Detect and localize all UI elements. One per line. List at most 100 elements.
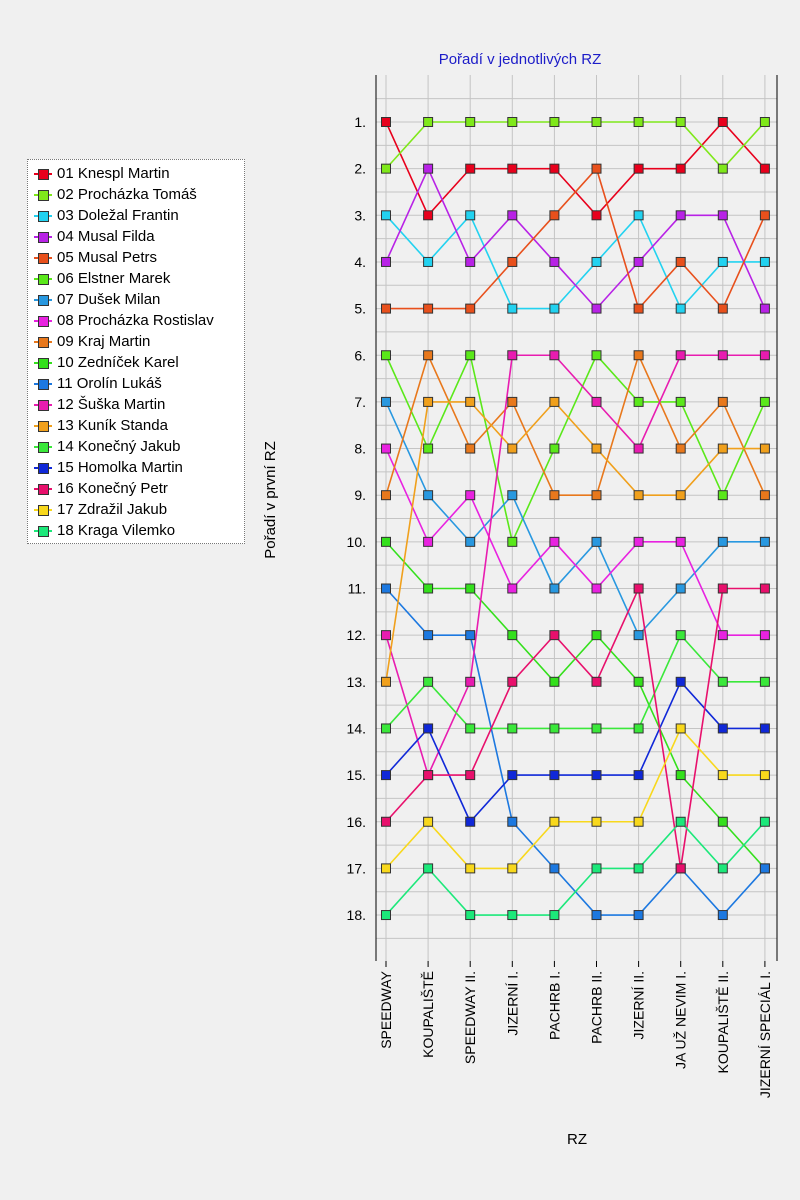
plot-area xyxy=(376,75,777,961)
legend-label: 17 Zdražil Jakub xyxy=(57,501,168,518)
series-marker xyxy=(549,676,560,687)
series-marker xyxy=(759,583,770,594)
legend-label: 04 Musal Filda xyxy=(57,228,155,245)
series-marker xyxy=(591,583,602,594)
legend-marker xyxy=(38,232,49,243)
series-marker xyxy=(507,630,518,641)
series-lines xyxy=(385,120,766,917)
legend-marker xyxy=(38,421,49,432)
y-tick-label: 5. xyxy=(354,301,366,317)
series-marker xyxy=(507,770,518,781)
legend-marker xyxy=(38,295,49,306)
y-tick-label: 11. xyxy=(348,581,366,597)
series-marker xyxy=(591,630,602,641)
series-marker xyxy=(717,210,728,221)
y-tick-label: 15. xyxy=(347,767,366,783)
series-marker xyxy=(381,256,391,267)
x-tick-label: KOUPALIŠTĚ II. xyxy=(715,971,731,1073)
series-marker xyxy=(633,117,644,127)
series-line xyxy=(385,633,765,730)
series-marker xyxy=(549,396,560,407)
legend-label: 13 Kuník Standa xyxy=(57,417,168,434)
y-tick-label: 16. xyxy=(347,814,366,830)
legend-marker xyxy=(38,190,49,201)
series-marker xyxy=(675,350,686,361)
y-tick-label: 1. xyxy=(354,114,366,130)
legend-item: 08 Procházka Rostislav xyxy=(34,309,242,329)
y-tick-label: 18. xyxy=(347,907,366,923)
x-tick-label: SPEEDWAY xyxy=(378,970,394,1048)
series-marker xyxy=(423,676,434,687)
series-marker xyxy=(591,770,602,781)
series-marker xyxy=(717,630,728,641)
series-marker xyxy=(423,816,434,827)
series-marker xyxy=(633,443,644,454)
legend-label: 11 Orolín Lukáš xyxy=(57,375,162,392)
series-marker xyxy=(423,490,434,501)
series-marker xyxy=(717,676,728,687)
series-marker xyxy=(759,723,770,734)
series-marker xyxy=(423,443,434,454)
legend-item: 16 Konečný Petr xyxy=(34,477,242,497)
series-marker xyxy=(423,630,434,641)
series-marker xyxy=(633,583,644,594)
series-marker xyxy=(381,583,391,594)
legend-item: 03 Doležal Frantin xyxy=(34,204,242,224)
series-marker xyxy=(717,163,728,174)
series-marker xyxy=(759,210,770,221)
legend-item: 01 Knespl Martin xyxy=(34,162,242,182)
legend-item: 10 Zedníček Karel xyxy=(34,351,242,371)
series-marker xyxy=(675,536,686,547)
legend-label: 18 Kraga Vilemko xyxy=(57,522,176,539)
y-tick-label: 4. xyxy=(354,254,366,270)
legend-label: 15 Homolka Martin xyxy=(57,459,183,476)
y-axis-label: Pořadí v první RZ xyxy=(262,441,279,559)
series-marker xyxy=(717,443,728,454)
series-marker xyxy=(591,443,602,454)
series-marker xyxy=(633,910,644,921)
series-marker xyxy=(633,816,644,827)
series-marker xyxy=(381,396,391,407)
y-tick-label: 8. xyxy=(354,441,366,457)
series-marker xyxy=(423,163,434,174)
series-marker xyxy=(591,490,602,501)
legend-item: 18 Kraga Vilemko xyxy=(34,519,242,539)
series-line xyxy=(385,727,765,870)
series-marker xyxy=(465,863,476,874)
grid xyxy=(376,75,777,961)
legend-item: 04 Musal Filda xyxy=(34,225,242,245)
series-marker xyxy=(549,863,560,874)
series-marker xyxy=(675,443,686,454)
series-marker xyxy=(423,583,434,594)
legend-marker xyxy=(38,211,49,222)
series-marker xyxy=(717,396,728,407)
legend-label: 08 Procházka Rostislav xyxy=(57,312,214,329)
series-marker xyxy=(549,630,560,641)
x-tick-label: JIZERNÍ SPECIÁL I. xyxy=(757,971,773,1098)
series-marker xyxy=(591,816,602,827)
legend-item: 14 Konečný Jakub xyxy=(34,435,242,455)
series-marker xyxy=(717,350,728,361)
series-marker xyxy=(675,490,686,501)
series-marker xyxy=(717,303,728,314)
series-marker xyxy=(675,723,686,734)
x-axis-label: RZ xyxy=(567,1131,587,1148)
series-marker xyxy=(717,117,728,127)
series-marker xyxy=(717,816,728,827)
legend-label: 16 Konečný Petr xyxy=(57,480,168,497)
x-tick-label: JIZERNÍ I. xyxy=(504,971,520,1036)
series-marker xyxy=(465,163,476,174)
series-marker xyxy=(759,396,770,407)
y-tick-label: 3. xyxy=(354,207,366,223)
legend-label: 07 Dušek Milan xyxy=(57,291,161,308)
series-marker xyxy=(591,723,602,734)
series-marker xyxy=(465,583,476,594)
x-tick-label: KOUPALIŠTĚ xyxy=(420,971,436,1058)
legend-item: 15 Homolka Martin xyxy=(34,456,242,476)
series-marker xyxy=(591,117,602,127)
series-marker xyxy=(759,256,770,267)
series-marker xyxy=(759,490,770,501)
series-line xyxy=(385,400,765,682)
series-marker xyxy=(465,910,476,921)
